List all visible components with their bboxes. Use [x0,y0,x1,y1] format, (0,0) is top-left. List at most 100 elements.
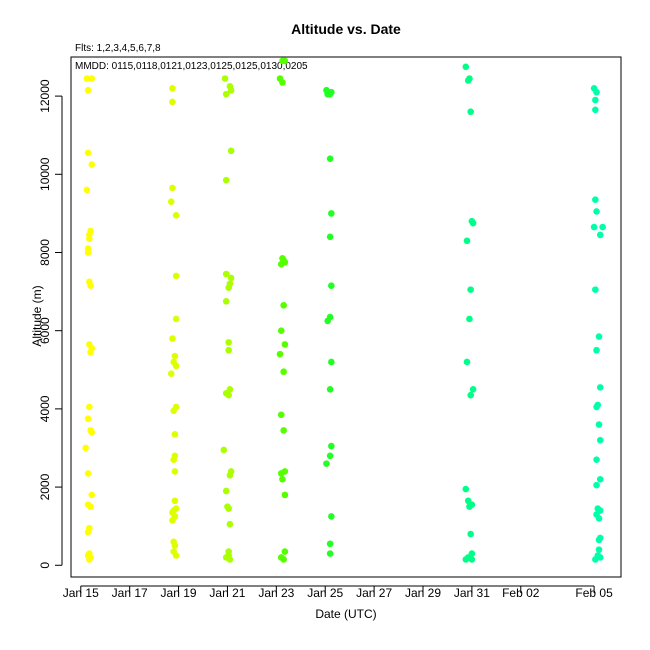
data-point [88,75,96,82]
data-point [167,370,175,377]
data-point [88,429,96,436]
y-tick-label: 0 [38,562,52,569]
data-point [169,98,176,106]
data-point [171,352,179,360]
data-point [170,456,177,464]
data-point [326,550,334,557]
data-point [169,335,176,342]
y-tick-label: 6000 [38,317,52,344]
data-point [222,176,230,184]
data-point [222,298,230,305]
data-point [469,386,477,393]
data-point [593,208,600,215]
y-axis-label: Altitude (m) [30,285,44,346]
data-point [281,491,289,499]
series-1 [82,75,96,563]
data-point [463,358,471,366]
data-point [171,430,179,438]
data-point [595,421,603,428]
data-point [88,161,96,168]
data-point [171,542,179,550]
x-tick-label: Jan 19 [161,586,197,600]
data-point [172,212,180,219]
data-point [226,556,234,563]
data-point [224,503,231,510]
data-point [328,513,335,520]
x-tick-label: Jan 25 [307,586,343,600]
data-point [87,282,94,290]
data-point [280,301,287,309]
data-point [596,475,604,483]
data-point [227,147,235,155]
y-tick-label: 10000 [38,157,52,191]
data-point [222,90,230,98]
data-point [83,75,91,82]
y-tick-label: 8000 [38,239,52,266]
data-point [326,233,334,241]
data-point [172,272,180,280]
y-tick-label: 12000 [38,79,52,113]
data-point [277,327,285,334]
data-point [593,456,600,464]
data-point [222,270,230,278]
data-point [326,452,334,460]
data-point [280,556,287,563]
data-point [328,358,335,366]
chart-subtitle: Flts: 1,2,3,4,5,6,7,8 [75,43,161,54]
data-point [328,210,335,217]
x-axis: Jan 15 Jan 17 Jan 19 Jan 21 Jan 23 Jan 25 Jan … [63,585,613,600]
data-point [88,491,96,499]
data-point [227,274,235,282]
data-point [324,317,331,325]
data-point [595,333,603,340]
data-point [593,346,600,354]
data-point [462,485,470,493]
series-6 [462,63,477,563]
data-point [281,57,289,65]
x-tick-label: Jan 27 [356,586,392,600]
data-point [592,286,599,293]
data-point [593,403,600,411]
data-point [596,384,604,391]
data-point [328,282,335,290]
y-tick-label: 4000 [38,395,52,422]
data-point [326,386,334,393]
data-point [84,149,92,157]
data-point [281,258,289,266]
data-point [592,106,599,114]
chart-note: MMDD: 0115,0118,0121,0123,0125,0125,0130… [75,61,308,72]
data-point [279,475,286,483]
x-tick-label: Jan 21 [209,586,245,600]
data-point [463,237,471,245]
data-point [280,368,287,376]
series-2 [167,84,180,559]
x-tick-label: Jan 29 [405,586,441,600]
data-point [225,391,232,399]
series-4 [276,57,289,563]
data-point [172,362,180,370]
data-point [222,487,230,495]
data-point [167,198,175,205]
data-point [467,286,474,293]
data-points [82,57,606,563]
data-point [592,196,599,204]
data-point [595,515,603,522]
data-point [462,63,470,71]
data-point [280,427,287,434]
x-tick-label: Jan 17 [112,586,148,600]
data-point [172,315,180,323]
series-7 [590,84,606,563]
data-point [169,184,176,192]
data-point [83,186,91,194]
data-point [326,540,334,548]
data-point [595,546,603,553]
data-point [170,407,177,415]
data-point [462,556,470,563]
data-point [87,348,94,356]
data-point [276,350,284,358]
data-point [169,517,176,524]
x-tick-label: Jan 15 [63,586,99,600]
data-point [468,556,476,563]
data-point [86,556,93,563]
